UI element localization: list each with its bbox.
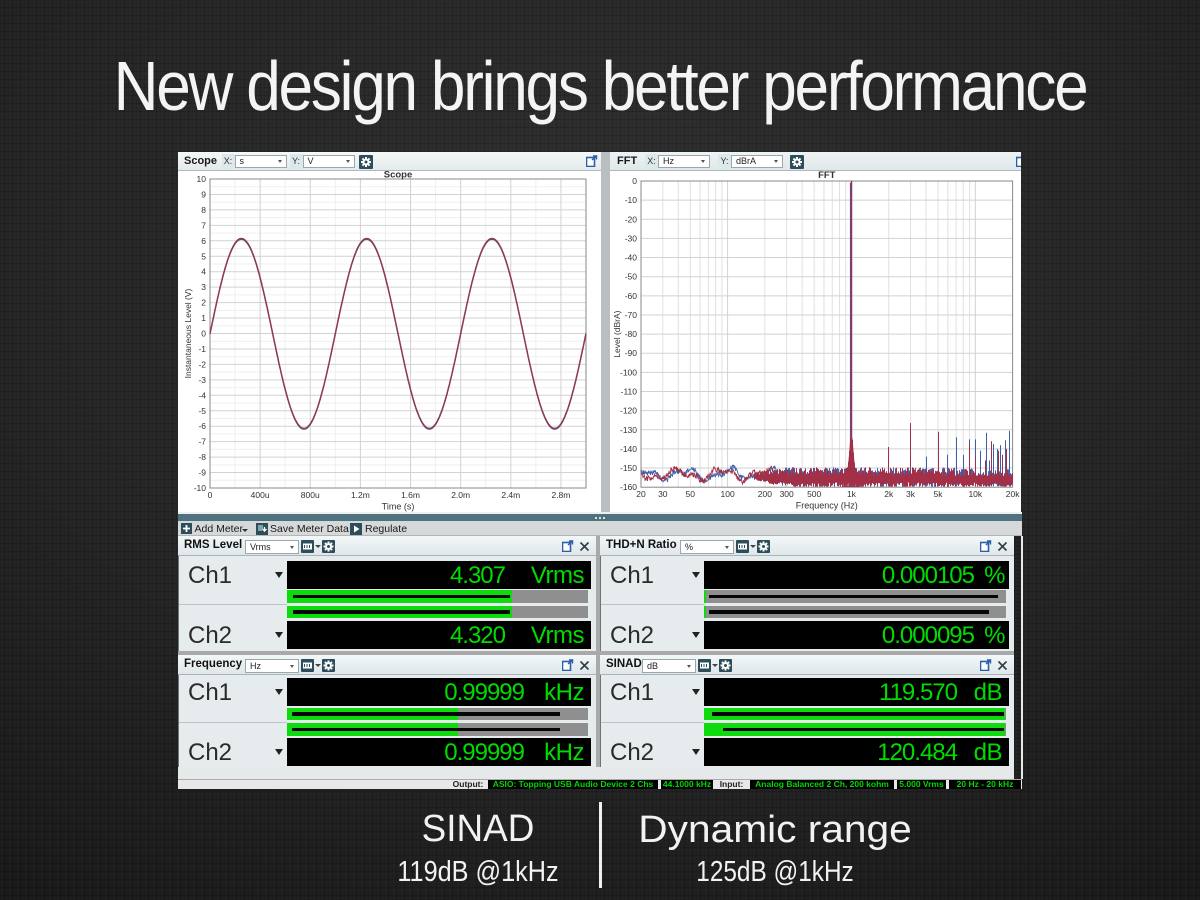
svg-text:0: 0 (632, 176, 637, 186)
svg-text:-80: -80 (625, 329, 638, 339)
svg-text:-8: -8 (198, 452, 206, 462)
svg-text:1k: 1k (847, 489, 857, 499)
svg-text:1: 1 (201, 313, 206, 323)
svg-text:8: 8 (201, 205, 206, 215)
svg-text:1.6m: 1.6m (401, 490, 420, 500)
svg-text:0: 0 (208, 490, 213, 500)
svg-text:-6: -6 (198, 421, 206, 431)
svg-text:0: 0 (201, 329, 206, 339)
svg-text:1.2m: 1.2m (351, 490, 370, 500)
svg-text:10: 10 (197, 174, 207, 184)
svg-text:-10: -10 (194, 483, 207, 493)
svg-text:-5: -5 (198, 406, 206, 416)
svg-text:2.4m: 2.4m (501, 490, 520, 500)
svg-text:-140: -140 (620, 444, 637, 454)
svg-text:3: 3 (201, 282, 206, 292)
svg-text:30: 30 (658, 489, 668, 499)
svg-text:-7: -7 (198, 437, 206, 447)
svg-text:-110: -110 (621, 387, 638, 397)
svg-text:7: 7 (201, 220, 206, 230)
svg-text:-30: -30 (625, 233, 638, 243)
svg-text:4: 4 (201, 267, 206, 277)
svg-text:-100: -100 (620, 367, 637, 377)
svg-text:10k: 10k (968, 489, 982, 499)
svg-text:-1: -1 (198, 344, 206, 354)
svg-text:5: 5 (201, 251, 206, 261)
svg-text:Instantaneous Level (V): Instantaneous Level (V) (183, 288, 193, 378)
svg-text:-160: -160 (620, 482, 637, 492)
svg-text:Frequency (Hz): Frequency (Hz) (796, 501, 858, 511)
svg-text:-20: -20 (625, 214, 638, 224)
svg-text:400u: 400u (251, 490, 270, 500)
svg-text:-90: -90 (625, 348, 638, 358)
svg-text:-150: -150 (620, 463, 637, 473)
svg-text:-10: -10 (625, 195, 638, 205)
svg-text:-60: -60 (625, 291, 638, 301)
svg-text:FFT: FFT (818, 170, 836, 181)
svg-text:Level (dBrA): Level (dBrA) (612, 310, 622, 357)
svg-text:2.0m: 2.0m (451, 490, 470, 500)
svg-text:6: 6 (201, 236, 206, 246)
svg-text:9: 9 (201, 189, 206, 199)
svg-text:20: 20 (636, 489, 646, 499)
svg-text:-4: -4 (198, 390, 206, 400)
svg-text:-40: -40 (625, 253, 638, 263)
svg-text:300: 300 (780, 489, 794, 499)
svg-text:-130: -130 (620, 425, 637, 435)
svg-text:-3: -3 (198, 375, 206, 385)
svg-text:-2: -2 (198, 359, 206, 369)
svg-text:800u: 800u (301, 490, 320, 500)
svg-text:2: 2 (201, 298, 206, 308)
svg-text:5k: 5k (934, 489, 944, 499)
svg-text:200: 200 (758, 489, 772, 499)
svg-text:-70: -70 (625, 310, 638, 320)
svg-text:2k: 2k (884, 489, 894, 499)
svg-text:2.8m: 2.8m (551, 490, 570, 500)
svg-text:Scope: Scope (384, 170, 413, 181)
svg-text:100: 100 (720, 489, 734, 499)
svg-text:50: 50 (686, 489, 696, 499)
svg-text:-9: -9 (198, 468, 206, 478)
svg-text:20k: 20k (1006, 489, 1020, 499)
svg-text:Time (s): Time (s) (382, 502, 415, 512)
svg-text:-50: -50 (625, 272, 638, 282)
svg-text:500: 500 (807, 489, 821, 499)
svg-text:-120: -120 (620, 406, 637, 416)
svg-text:3k: 3k (906, 489, 916, 499)
